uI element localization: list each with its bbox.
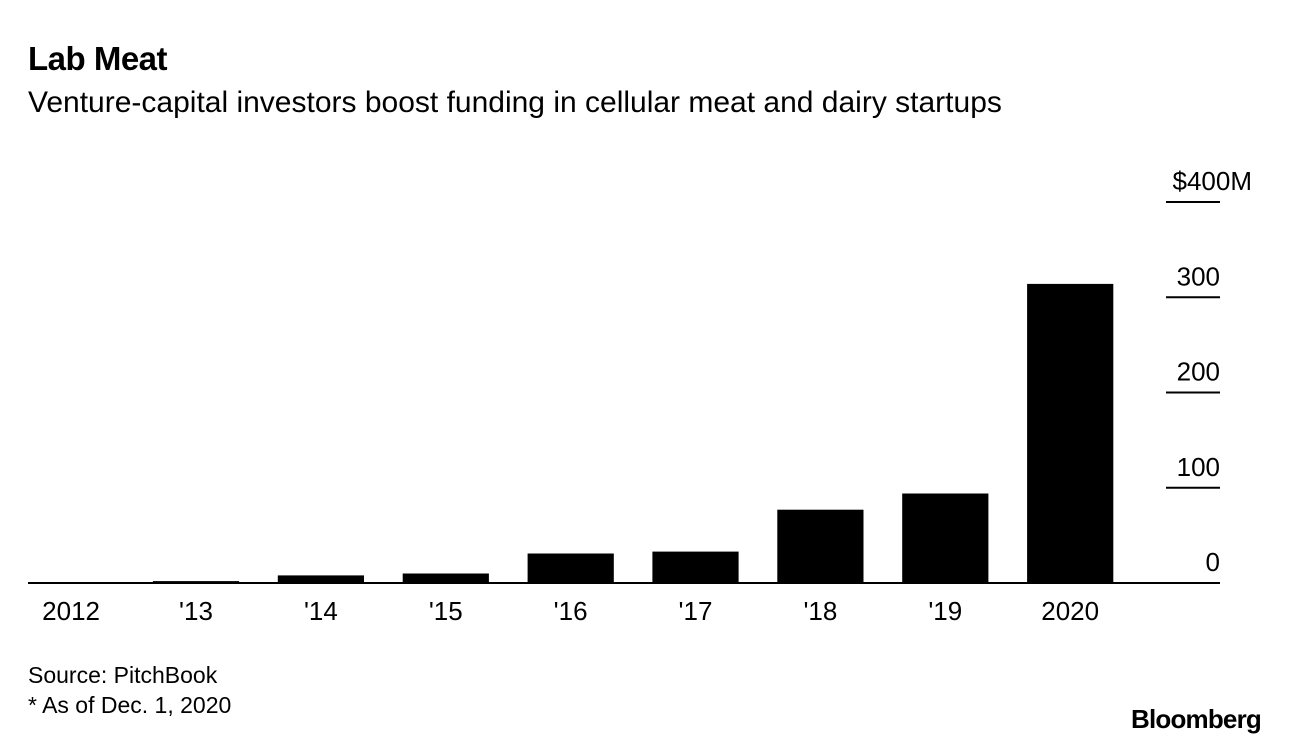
bar-6 — [777, 509, 864, 583]
x-tick-label: '14 — [304, 596, 338, 626]
y-tick-label: 0 — [1206, 547, 1220, 577]
bar-4 — [527, 553, 614, 583]
chart-title: Lab Meat — [28, 40, 168, 77]
x-tick-label: '19 — [928, 596, 962, 626]
y-tick-label: 300 — [1177, 261, 1220, 291]
x-axis-labels: 2012 '13 '14 '15 '16 '17 '18 '19 2020 — [42, 596, 1099, 626]
x-tick-label: 2012 — [42, 596, 100, 626]
x-tick-label: '17 — [679, 596, 713, 626]
bar-3 — [402, 573, 489, 583]
x-tick-label: 2020 — [1041, 596, 1099, 626]
bar-chart: 2012 '13 '14 '15 '16 '17 '18 '19 2020 0 100 200 300… — [28, 166, 1252, 626]
y-tick-label: 200 — [1177, 357, 1220, 387]
bars-group — [28, 283, 1114, 584]
x-tick-label: '13 — [179, 596, 213, 626]
y-axis: 0 100 200 300 $400M — [1166, 166, 1252, 577]
source-note: Source: PitchBook — [28, 662, 218, 688]
y-tick-label: 100 — [1177, 452, 1220, 482]
bar-2 — [277, 575, 364, 583]
bar-7 — [902, 493, 989, 583]
x-tick-label: '16 — [554, 596, 588, 626]
chart-subtitle: Venture-capital investors boost funding … — [28, 86, 1002, 119]
x-tick-label: '18 — [803, 596, 837, 626]
bloomberg-logo: Bloomberg — [1130, 704, 1262, 734]
bar-5 — [652, 551, 739, 583]
x-tick-label: '15 — [429, 596, 463, 626]
date-note: * As of Dec. 1, 2020 — [28, 692, 232, 718]
y-tick-label: $400M — [1173, 166, 1253, 196]
bar-8 — [1027, 283, 1114, 583]
